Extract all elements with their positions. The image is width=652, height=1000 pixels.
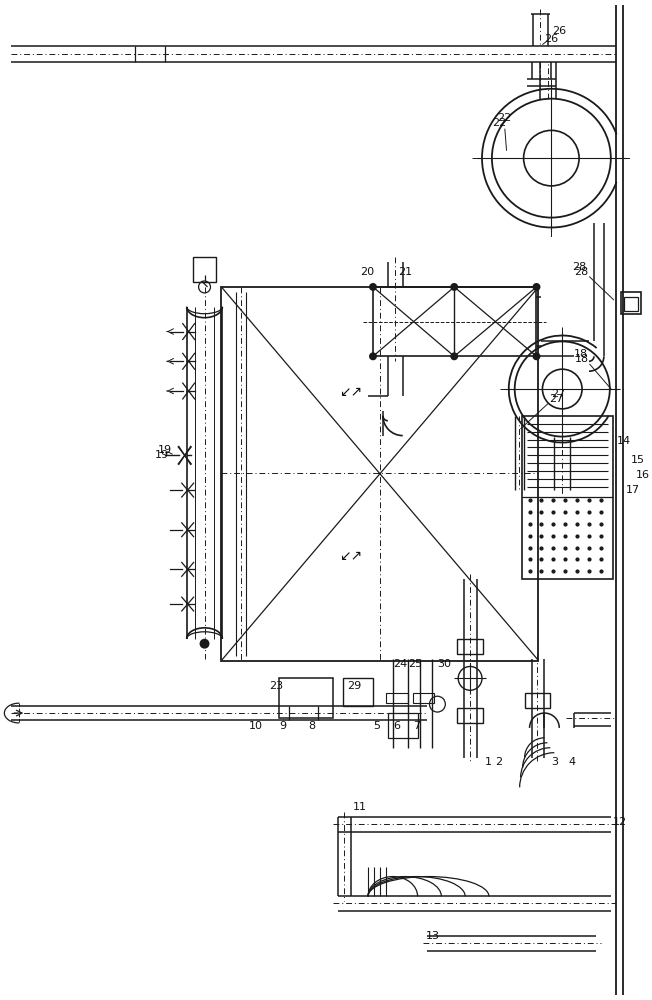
Text: 17: 17 [626,485,640,495]
Bar [373,287,537,356]
Bar [522,416,613,579]
Text: 23: 23 [269,681,283,691]
Text: 26: 26 [544,34,559,44]
Text: 16: 16 [636,470,649,480]
Bar [621,292,640,314]
Text: 18: 18 [574,349,611,389]
Text: 18: 18 [575,354,589,364]
Text: 28: 28 [574,267,588,277]
Text: 22: 22 [497,113,511,150]
Text: 11: 11 [353,802,367,812]
Text: ↙↗: ↙↗ [338,385,362,399]
Bar [457,639,483,654]
Text: 22: 22 [492,118,506,128]
Circle shape [451,283,458,291]
Text: 5: 5 [373,721,380,731]
Text: 15: 15 [630,455,645,465]
Text: 26: 26 [542,26,567,44]
Text: 14: 14 [617,436,631,446]
Bar [279,678,333,718]
Circle shape [369,352,377,360]
Bar [388,713,417,738]
Text: 2: 2 [495,757,502,767]
Text: 27: 27 [550,394,563,404]
Text: 13: 13 [426,931,439,941]
Text: 28: 28 [572,262,614,300]
Circle shape [451,352,458,360]
Text: 7: 7 [413,721,420,731]
Text: 27: 27 [521,389,566,429]
Bar [386,693,408,703]
Text: 30: 30 [437,659,451,669]
Bar [413,693,434,703]
Circle shape [200,639,209,649]
Text: 19: 19 [158,445,172,455]
Text: 29: 29 [348,681,361,691]
Bar [343,678,373,706]
Text: ↙↗: ↙↗ [338,549,362,563]
Text: 21: 21 [398,267,412,277]
Text: 8: 8 [308,721,316,731]
Text: 19: 19 [155,450,169,460]
Text: 4: 4 [568,757,575,767]
Text: 20: 20 [360,267,374,277]
Bar [624,297,638,311]
Text: 9: 9 [279,721,286,731]
Circle shape [533,352,541,360]
Circle shape [533,283,541,291]
Text: 3: 3 [552,757,558,767]
Text: 6: 6 [393,721,400,731]
Text: 1: 1 [485,757,492,767]
Bar [192,257,216,282]
Text: 12: 12 [613,817,627,827]
Bar [457,708,483,723]
Text: 25: 25 [408,659,422,669]
Text: 10: 10 [249,721,263,731]
Bar [525,693,550,708]
Circle shape [369,283,377,291]
Text: 24: 24 [393,659,407,669]
Bar [222,287,539,661]
